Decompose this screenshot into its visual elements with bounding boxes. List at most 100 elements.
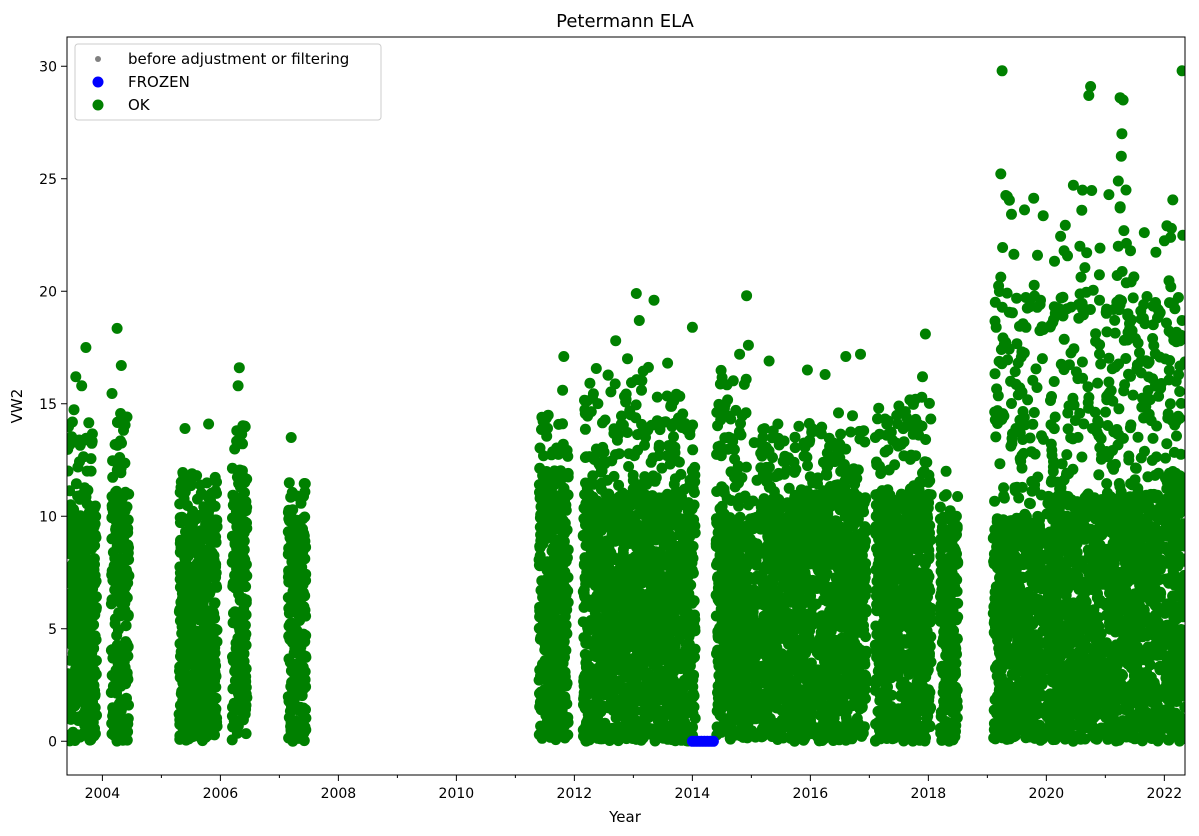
data-point [780, 608, 791, 620]
data-point [73, 620, 85, 632]
data-point [600, 677, 612, 689]
data-point [768, 586, 780, 598]
data-point [203, 418, 215, 430]
data-point [67, 443, 74, 455]
data-point [637, 565, 649, 577]
data-point [738, 378, 750, 390]
data-point [551, 713, 563, 725]
data-point [296, 725, 308, 737]
data-point [685, 579, 697, 591]
data-point [70, 371, 82, 383]
data-point [623, 461, 635, 472]
data-point [686, 321, 698, 333]
data-point [235, 568, 246, 580]
data-point [237, 532, 249, 544]
data-point [654, 549, 666, 560]
data-point [765, 656, 777, 668]
data-point [174, 638, 186, 650]
data-point [107, 546, 119, 558]
data-point [79, 482, 91, 494]
data-point [796, 622, 808, 634]
data-point [664, 551, 676, 563]
data-point [676, 491, 687, 503]
data-point [684, 596, 696, 607]
data-point [545, 726, 557, 738]
data-point [551, 442, 563, 454]
data-point [776, 730, 788, 742]
data-point [579, 452, 591, 463]
data-point [789, 431, 801, 443]
data-point [74, 493, 86, 505]
data-point [121, 411, 133, 423]
data-point [650, 472, 662, 484]
data-point [82, 554, 94, 566]
data-point [291, 591, 303, 603]
data-point [106, 388, 118, 399]
data-point [284, 657, 296, 668]
data-point [592, 398, 604, 410]
data-point [67, 675, 74, 687]
data-point [634, 428, 646, 440]
data-point [671, 540, 683, 552]
data-point [560, 619, 572, 631]
data-point [599, 498, 611, 510]
data-point [630, 537, 642, 549]
data-point [194, 689, 206, 701]
data-point [112, 417, 123, 428]
data-point [290, 644, 302, 656]
data-point [661, 390, 673, 402]
data-point [105, 644, 117, 656]
data-point [190, 625, 202, 637]
data-point [81, 465, 93, 477]
data-point [203, 581, 215, 593]
data-point [688, 487, 700, 498]
data-point [613, 570, 625, 582]
data-point [626, 558, 638, 570]
data-point [210, 517, 222, 529]
data-point [621, 654, 633, 666]
data-point [553, 418, 565, 430]
data-point [85, 586, 97, 597]
data-point [68, 538, 80, 550]
data-point [234, 470, 246, 482]
data-point [669, 473, 681, 485]
data-point [67, 588, 77, 599]
data-point [585, 615, 597, 626]
data-point [232, 676, 244, 687]
data-point [183, 685, 195, 697]
data-point [624, 524, 636, 536]
data-point [636, 375, 648, 387]
data-point [587, 665, 599, 677]
data-point [663, 528, 675, 540]
data-point [543, 678, 555, 690]
data-point [534, 701, 546, 713]
data-point [106, 500, 118, 512]
data-point [74, 510, 86, 522]
data-point [88, 665, 100, 677]
data-point [652, 633, 664, 645]
data-point [640, 688, 652, 700]
data-point [633, 315, 645, 326]
data-point [669, 648, 681, 660]
data-point [558, 518, 570, 530]
data-point [287, 504, 299, 516]
data-point [579, 489, 591, 500]
data-point [801, 451, 813, 463]
data-point [105, 687, 117, 698]
data-point [300, 650, 311, 662]
data-point [610, 712, 622, 724]
data-point [737, 666, 749, 678]
data-point [122, 523, 134, 534]
data-point [113, 667, 125, 679]
data-point [201, 649, 213, 661]
data-point [596, 727, 608, 739]
data-point [550, 490, 562, 502]
data-point [741, 290, 753, 302]
data-point [109, 439, 121, 450]
data-point [90, 602, 102, 614]
data-point [290, 602, 302, 614]
data-point [786, 637, 798, 649]
data-point [621, 698, 633, 710]
data-point [178, 605, 190, 616]
